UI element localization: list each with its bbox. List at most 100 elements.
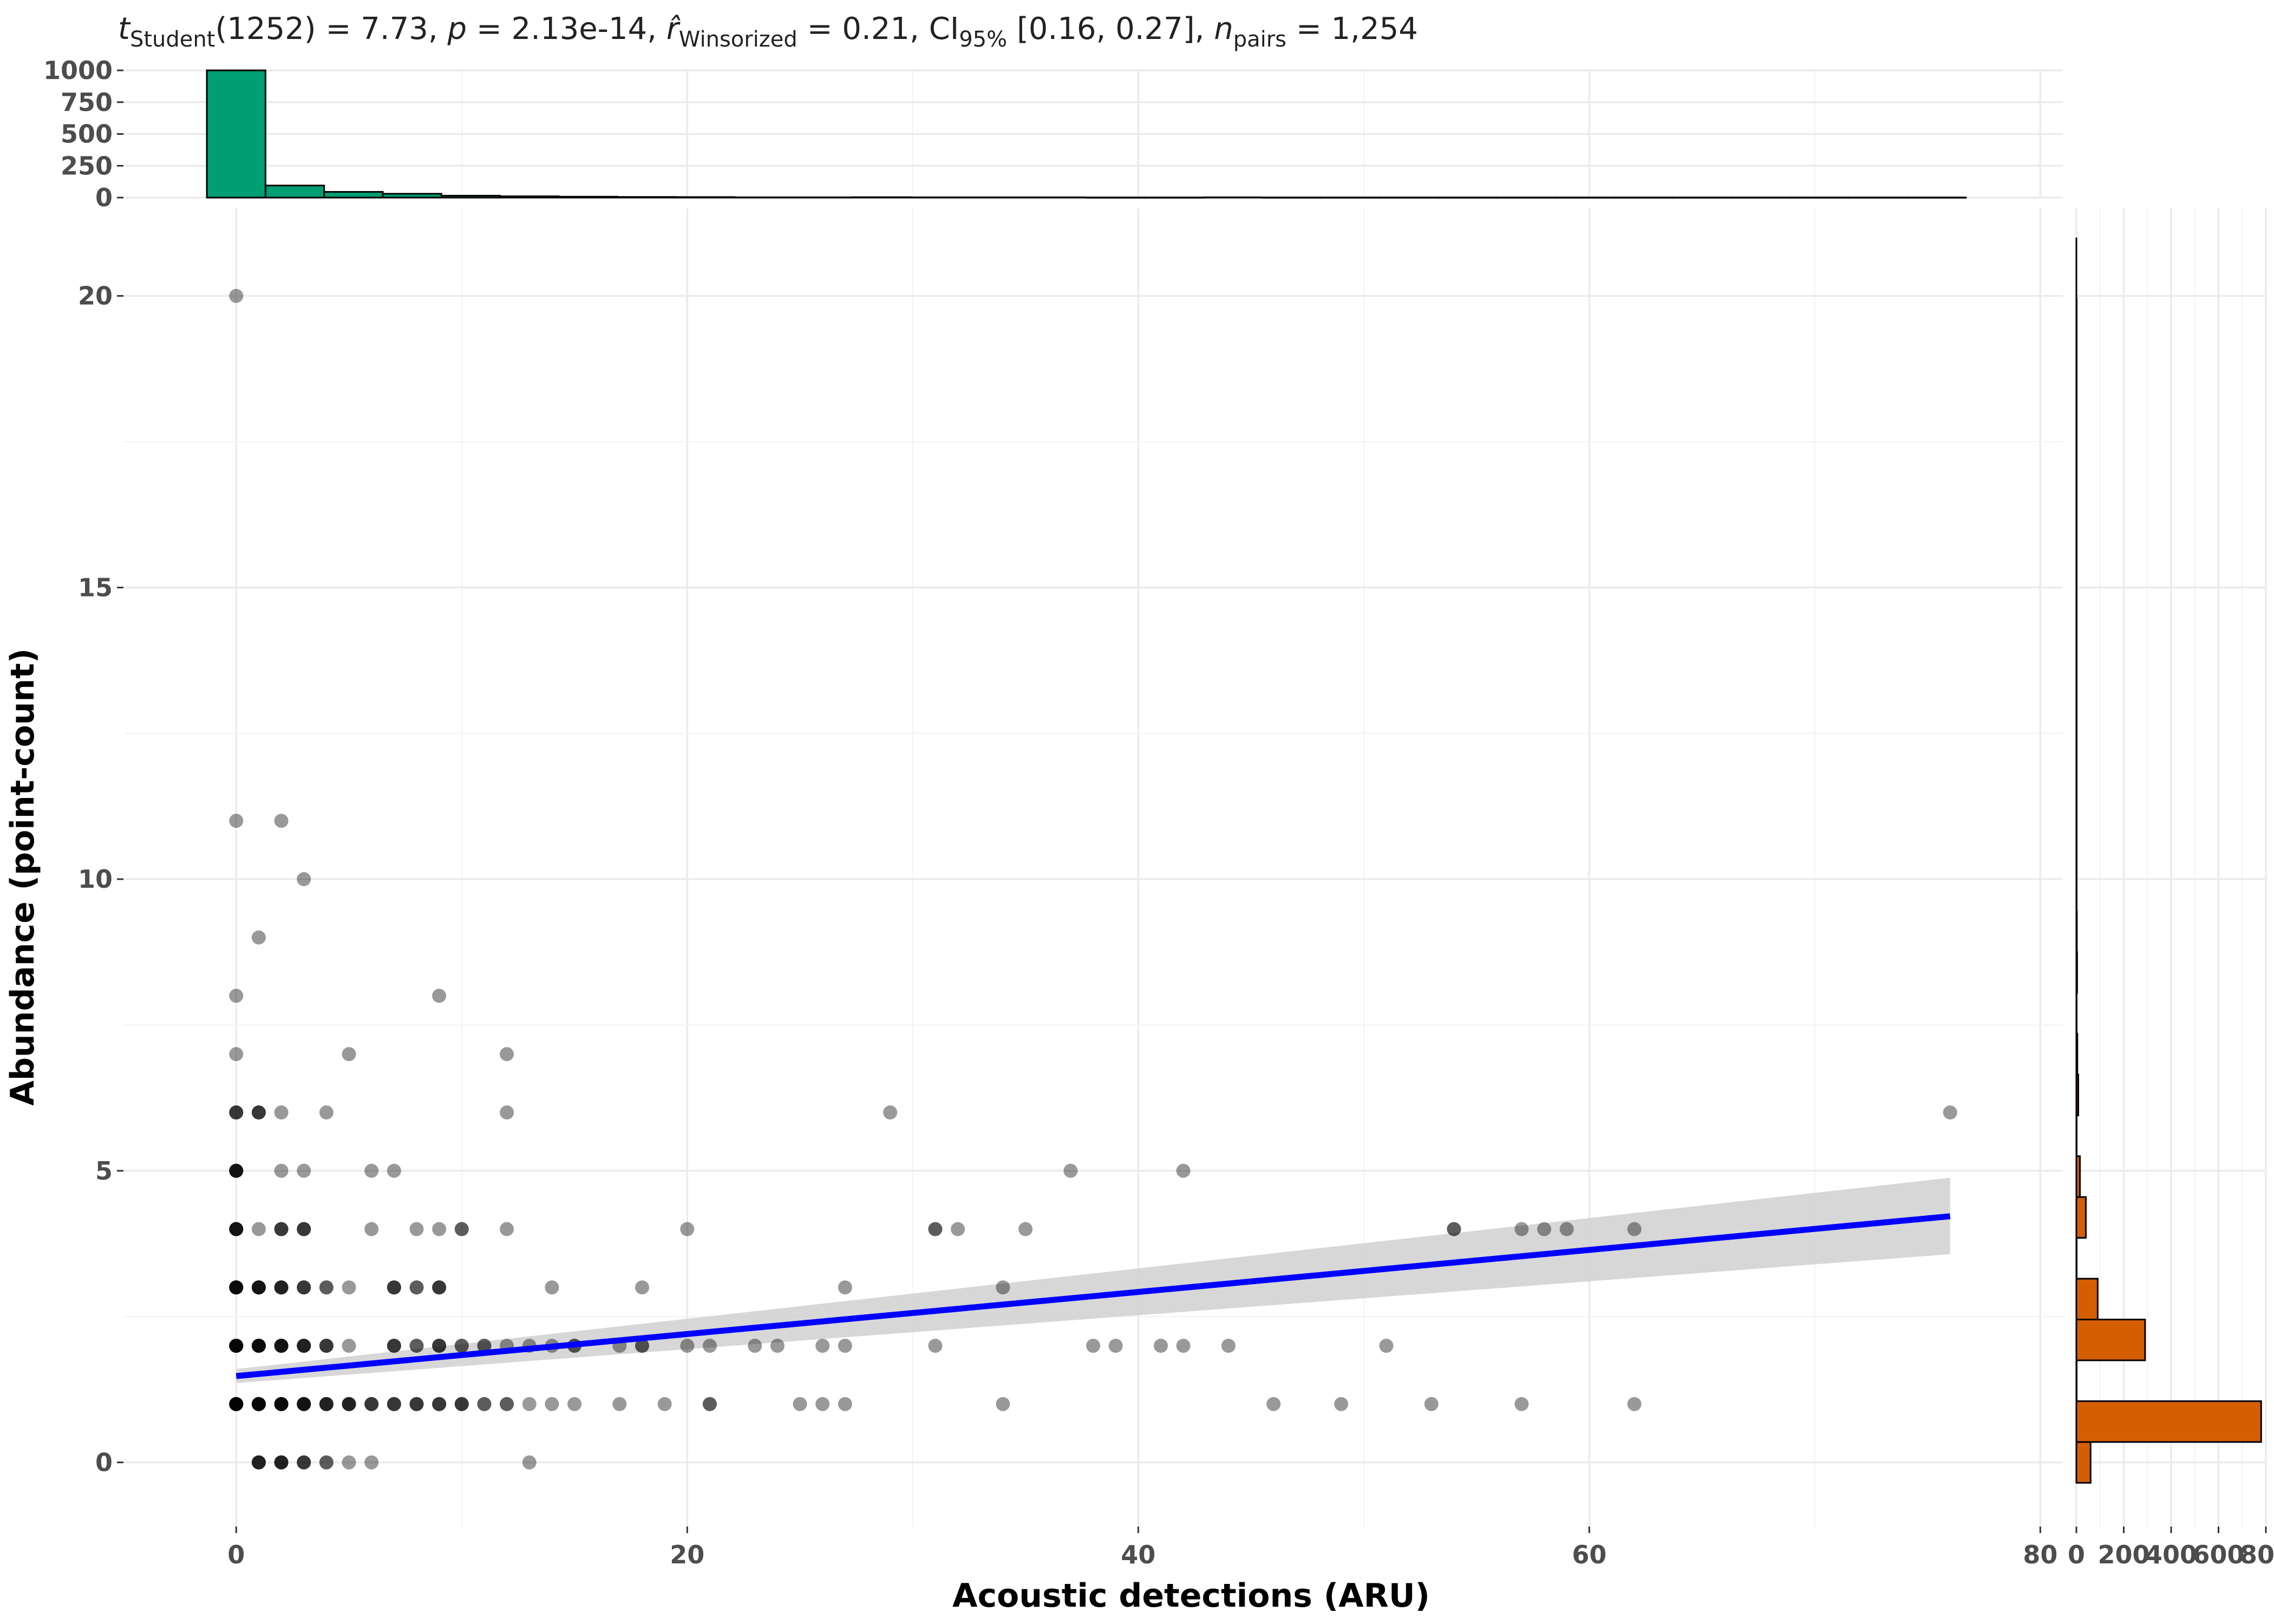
- data-point: [229, 1280, 244, 1295]
- data-point: [229, 1338, 244, 1353]
- data-point: [409, 1397, 424, 1411]
- data-point: [635, 1280, 649, 1295]
- x-histogram-bar: [558, 195, 618, 199]
- data-point: [274, 1338, 289, 1353]
- data-point: [319, 1397, 334, 1411]
- data-point: [500, 1222, 514, 1236]
- data-point: [838, 1280, 852, 1295]
- data-point: [297, 1455, 311, 1470]
- data-point: [229, 1222, 244, 1236]
- data-point: [1943, 1105, 1957, 1120]
- subtitle-r: r̂: [666, 11, 681, 47]
- data-point: [387, 1397, 401, 1411]
- data-point: [1627, 1222, 1642, 1236]
- data-point: [229, 1397, 244, 1411]
- data-point: [251, 1397, 266, 1411]
- data-point: [229, 1397, 244, 1411]
- rhist-x-tick-label: 0: [2068, 1540, 2085, 1569]
- x-histogram-bar: [382, 193, 442, 199]
- data-point: [274, 1338, 289, 1353]
- data-point: [364, 1222, 379, 1236]
- subtitle-t-val: (1252) = 7.73,: [215, 11, 447, 47]
- points-layer: [229, 289, 1957, 1470]
- data-point: [477, 1338, 492, 1353]
- data-point: [274, 1163, 289, 1178]
- data-point: [477, 1338, 492, 1353]
- data-point: [251, 1397, 266, 1411]
- data-point: [1447, 1222, 1461, 1236]
- data-point: [229, 1397, 244, 1411]
- data-point: [229, 1338, 244, 1353]
- rhist-x-tick-label: 400: [2145, 1540, 2197, 1569]
- data-point: [229, 1338, 244, 1353]
- data-point: [229, 1397, 244, 1411]
- data-point: [297, 1455, 311, 1470]
- data-point: [342, 1397, 356, 1411]
- regression-line: [236, 1213, 1951, 1379]
- data-point: [364, 1397, 379, 1411]
- data-point: [793, 1397, 807, 1411]
- data-point: [251, 1338, 266, 1353]
- data-point: [251, 1338, 266, 1353]
- data-point: [342, 1455, 356, 1470]
- data-point: [409, 1280, 424, 1295]
- data-point: [297, 1338, 311, 1353]
- data-point: [274, 1455, 289, 1470]
- data-point: [1176, 1163, 1191, 1178]
- data-point: [838, 1338, 852, 1353]
- data-point: [319, 1455, 334, 1470]
- confidence-band-layer: [236, 1177, 1950, 1383]
- data-point: [229, 1280, 244, 1295]
- x-tick-label: 60: [1572, 1540, 1606, 1569]
- data-point: [229, 1163, 244, 1178]
- data-point: [251, 1338, 266, 1353]
- data-point: [297, 1222, 311, 1236]
- data-point: [251, 1397, 266, 1411]
- rhist-x-tick-label: 600: [2192, 1540, 2244, 1569]
- data-point: [612, 1397, 627, 1411]
- data-point: [274, 1338, 289, 1353]
- data-point: [274, 1397, 289, 1411]
- data-point: [229, 1338, 244, 1353]
- data-point: [815, 1338, 830, 1353]
- data-point: [297, 1338, 311, 1353]
- data-point: [297, 1397, 311, 1411]
- x-histogram-bar: [440, 194, 501, 199]
- y-histogram-bar: [2075, 1319, 2146, 1361]
- hist-y-tick-label: 250: [61, 151, 113, 180]
- y-histogram-bar: [2075, 1196, 2087, 1239]
- data-point: [951, 1222, 965, 1236]
- data-point: [274, 1397, 289, 1411]
- data-point: [229, 1105, 244, 1120]
- data-point: [297, 1280, 311, 1295]
- y-axis-title: Abundance (point-count): [4, 649, 42, 1106]
- data-point: [251, 930, 266, 945]
- data-point: [409, 1397, 424, 1411]
- subtitle-p-val: = 2.13e-14,: [467, 11, 666, 47]
- data-point: [342, 1047, 356, 1062]
- data-point: [251, 1280, 266, 1295]
- confidence-band: [236, 1177, 1950, 1383]
- data-point: [342, 1338, 356, 1353]
- data-point: [251, 1455, 266, 1470]
- data-point: [838, 1397, 852, 1411]
- data-point: [1176, 1338, 1191, 1353]
- data-point: [229, 1280, 244, 1295]
- data-point: [477, 1397, 492, 1411]
- regression-layer: [236, 1213, 1951, 1379]
- data-point: [702, 1397, 717, 1411]
- data-point: [454, 1222, 469, 1236]
- data-point: [522, 1455, 537, 1470]
- data-point: [454, 1397, 469, 1411]
- y-marginal-histogram: [2075, 237, 2262, 1484]
- data-point: [500, 1047, 514, 1062]
- x-tick-label: 40: [1121, 1540, 1155, 1569]
- data-point: [274, 1397, 289, 1411]
- data-point: [928, 1338, 943, 1353]
- data-point: [387, 1163, 401, 1178]
- x-tick-label: 80: [2023, 1540, 2057, 1569]
- data-point: [319, 1338, 334, 1353]
- data-point: [319, 1397, 334, 1411]
- subtitle-ci-sub: 95%: [959, 27, 1007, 52]
- data-point: [500, 1397, 514, 1411]
